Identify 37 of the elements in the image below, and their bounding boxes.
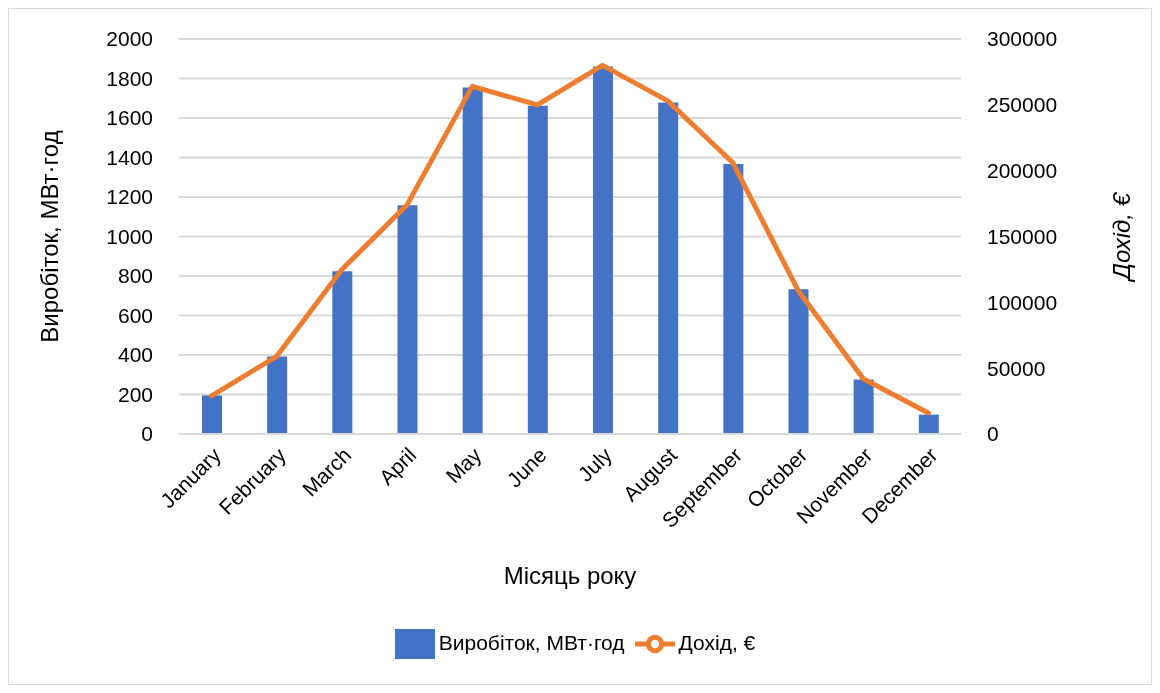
y2-tick-label: 50000 [987, 356, 1046, 380]
y-tick-label: 1600 [106, 106, 153, 130]
bar [267, 356, 288, 434]
y2-axis-title: Дохід, € [1107, 191, 1135, 283]
y-tick-label: 400 [117, 343, 153, 367]
y-tick-label: 1400 [106, 145, 153, 169]
legend-label: Виробіток, МВт·год [438, 630, 625, 654]
y-tick-label: 0 [141, 422, 153, 446]
bar [853, 379, 874, 434]
y2-tick-label: 250000 [987, 93, 1058, 117]
x-tick-label: May [441, 442, 486, 488]
x-axis-title: Місяць року [503, 562, 637, 589]
y-tick-label: 200 [117, 382, 153, 406]
y-tick-label: 2000 [106, 27, 153, 51]
y-tick-label: 800 [117, 264, 153, 288]
bar [397, 205, 418, 434]
bar [723, 164, 744, 434]
bar [658, 102, 679, 434]
y2-tick-label: 0 [987, 422, 999, 446]
y-tick-label: 600 [117, 303, 153, 327]
bar [788, 289, 809, 434]
y-tick-label: 1000 [106, 224, 153, 248]
y2-tick-label: 150000 [987, 224, 1058, 248]
bar [918, 414, 939, 434]
y-axis-title: Виробіток, МВт·год [35, 130, 63, 343]
y2-tick-label: 300000 [987, 27, 1058, 51]
bar [332, 271, 353, 434]
legend-label: Дохід, € [678, 630, 756, 654]
bar [593, 66, 613, 434]
bar [202, 395, 222, 434]
y2-tick-label: 200000 [987, 159, 1058, 183]
y2-tick-label: 100000 [987, 290, 1058, 314]
bar [462, 87, 483, 434]
x-tick-label: July [573, 442, 617, 486]
y-tick-label: 1800 [106, 66, 153, 90]
bar [527, 105, 548, 434]
y-tick-label: 1200 [106, 185, 153, 209]
